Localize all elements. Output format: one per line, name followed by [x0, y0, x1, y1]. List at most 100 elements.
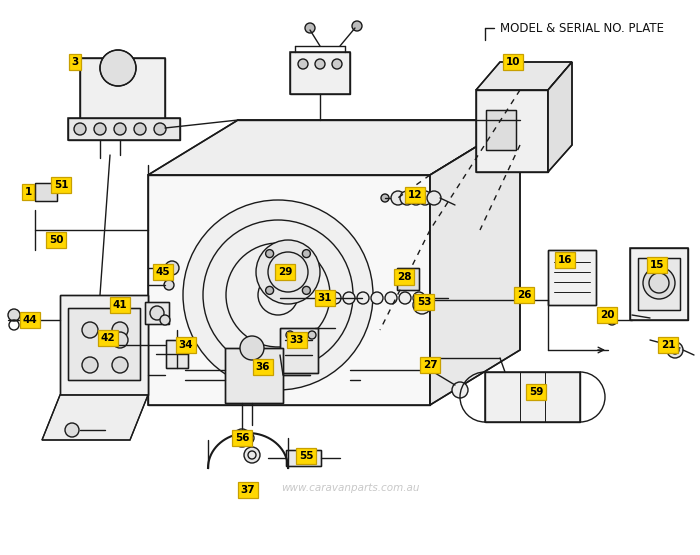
Bar [486, 110, 516, 150]
Circle shape [371, 292, 383, 304]
Bar [397, 268, 419, 290]
Text: 21: 21 [661, 340, 676, 350]
Circle shape [643, 267, 675, 299]
Text: 41: 41 [113, 300, 127, 310]
Bar [638, 258, 680, 310]
Circle shape [402, 273, 414, 285]
Bar [548, 250, 596, 305]
Text: www.caravanparts.com.au: www.caravanparts.com.au [281, 483, 419, 493]
Text: 3: 3 [71, 57, 78, 67]
Text: 10: 10 [505, 57, 520, 67]
Circle shape [134, 123, 146, 135]
Circle shape [315, 59, 325, 69]
Bar [286, 450, 321, 466]
Circle shape [399, 292, 411, 304]
Bar [68, 118, 180, 140]
Circle shape [112, 332, 128, 348]
Circle shape [343, 292, 355, 304]
Bar [225, 348, 283, 403]
Circle shape [244, 447, 260, 463]
Text: 12: 12 [407, 190, 422, 200]
Text: 37: 37 [241, 485, 256, 495]
Circle shape [667, 342, 683, 358]
Bar [68, 118, 180, 140]
Bar [485, 372, 580, 422]
Bar [290, 52, 350, 94]
Circle shape [112, 357, 128, 373]
Bar [397, 268, 419, 290]
Bar [80, 58, 165, 123]
Circle shape [183, 200, 373, 390]
Bar [476, 90, 548, 172]
Circle shape [352, 21, 362, 31]
Circle shape [302, 250, 310, 258]
Circle shape [114, 123, 126, 135]
Circle shape [413, 296, 431, 314]
Text: 28: 28 [397, 272, 412, 282]
Circle shape [233, 429, 251, 447]
Circle shape [305, 23, 315, 33]
Circle shape [298, 59, 308, 69]
Circle shape [82, 357, 98, 373]
Text: 31: 31 [318, 293, 332, 303]
Bar [145, 302, 169, 324]
Circle shape [286, 331, 294, 339]
Circle shape [607, 315, 617, 325]
Bar [638, 258, 680, 310]
Circle shape [160, 315, 170, 325]
Bar [280, 328, 318, 373]
Circle shape [427, 191, 441, 205]
Text: 27: 27 [423, 360, 438, 370]
Polygon shape [148, 175, 430, 405]
Polygon shape [476, 62, 572, 90]
Bar [476, 90, 548, 172]
Circle shape [164, 280, 174, 290]
Text: 51: 51 [54, 180, 69, 190]
Text: 44: 44 [22, 315, 37, 325]
Bar [145, 302, 169, 324]
Circle shape [413, 292, 425, 304]
Text: MODEL & SERIAL NO. PLATE: MODEL & SERIAL NO. PLATE [500, 22, 664, 34]
Circle shape [154, 123, 166, 135]
Text: 20: 20 [600, 310, 615, 320]
Circle shape [400, 191, 414, 205]
Text: 56: 56 [234, 433, 249, 443]
Circle shape [240, 336, 264, 360]
Bar [225, 348, 283, 403]
Text: 50: 50 [49, 235, 63, 245]
Circle shape [82, 322, 98, 338]
Text: 29: 29 [278, 267, 292, 277]
Circle shape [65, 423, 79, 437]
Bar [35, 183, 57, 201]
Text: 34: 34 [178, 340, 193, 350]
Circle shape [150, 306, 164, 320]
Text: 55: 55 [299, 451, 314, 461]
Circle shape [242, 432, 254, 444]
Bar [630, 248, 688, 320]
Circle shape [452, 382, 468, 398]
Bar [280, 328, 318, 373]
Polygon shape [548, 62, 572, 172]
Polygon shape [148, 120, 520, 175]
Text: 59: 59 [528, 387, 543, 397]
Circle shape [265, 286, 274, 294]
Bar [35, 183, 57, 201]
Text: 15: 15 [650, 260, 664, 270]
Circle shape [329, 292, 341, 304]
Bar [548, 250, 596, 305]
Circle shape [265, 250, 274, 258]
Circle shape [100, 50, 136, 86]
Text: 42: 42 [101, 333, 116, 343]
Polygon shape [42, 395, 148, 440]
Text: 53: 53 [416, 297, 431, 307]
Polygon shape [60, 295, 148, 395]
Circle shape [8, 309, 20, 321]
Circle shape [302, 286, 310, 294]
Text: 36: 36 [256, 362, 270, 372]
Circle shape [74, 123, 86, 135]
Circle shape [418, 191, 432, 205]
Circle shape [409, 191, 423, 205]
Circle shape [256, 240, 320, 304]
Circle shape [165, 261, 179, 275]
Text: 1: 1 [25, 187, 32, 197]
